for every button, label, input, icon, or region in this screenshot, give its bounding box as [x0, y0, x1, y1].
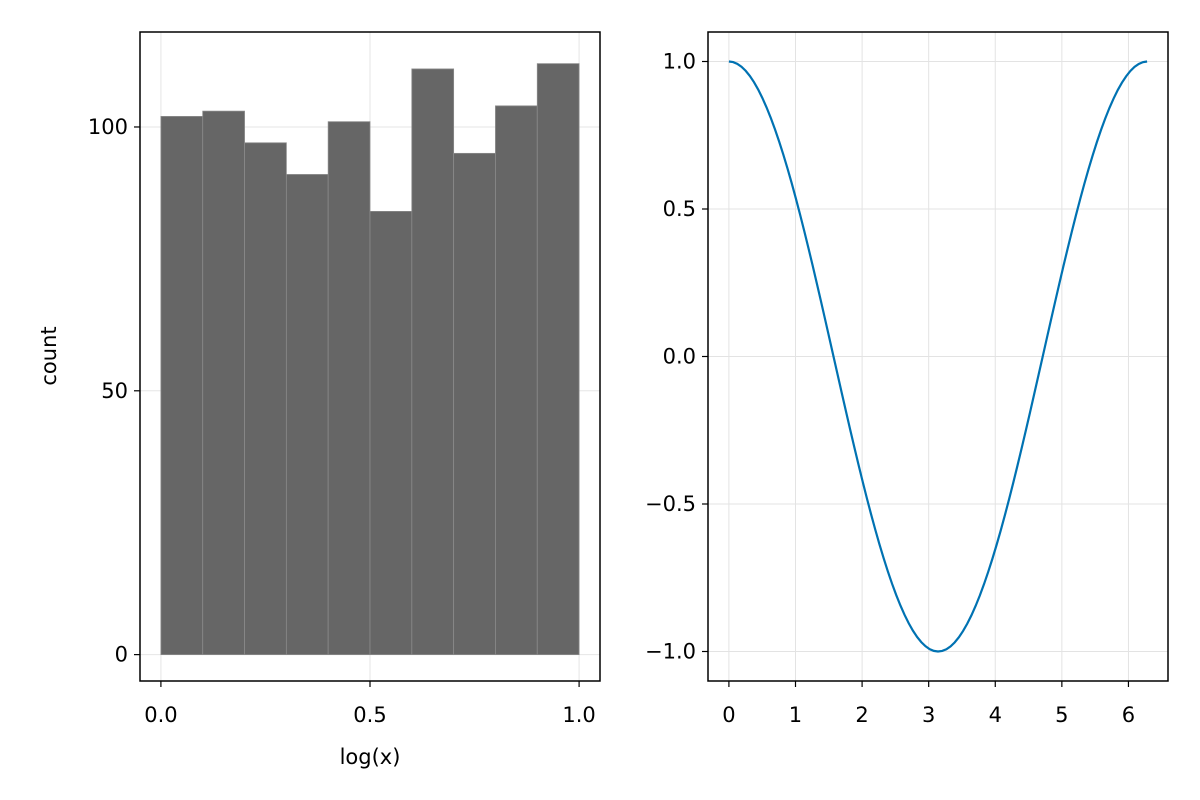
histogram-bar: [369, 210, 413, 656]
histogram-y-ticks: 0 50 100: [88, 115, 140, 667]
line-panel: 0 1 2 3 4 5 6 −1.0 −0.5 0.0 0.5 1.0: [645, 31, 1169, 727]
histogram-bar: [495, 105, 538, 656]
histogram-bar: [285, 174, 329, 656]
histogram-y-tick-label: 0: [115, 643, 128, 667]
line-x-tick-label: 2: [855, 703, 868, 727]
line-x-tick-label: 5: [1055, 703, 1068, 727]
histogram-bar: [244, 142, 287, 656]
line-x-ticks: 0 1 2 3 4 5 6: [722, 681, 1135, 727]
line-y-ticks: −1.0 −0.5 0.0 0.5 1.0: [645, 50, 708, 664]
histogram-x-axis-label: log(x): [340, 745, 401, 769]
line-x-tick-label: 6: [1122, 703, 1135, 727]
histogram-bar: [536, 63, 580, 656]
histogram-panel: 0.0 0.5 1.0 0 50 100 log(x) count: [37, 31, 601, 769]
histogram-x-ticks: 0.0 0.5 1.0: [144, 681, 596, 727]
histogram-y-axis-label: count: [37, 326, 61, 385]
line-y-tick-label: 1.0: [663, 50, 696, 74]
histogram-bar: [453, 152, 496, 656]
histogram-x-tick-label: 0.0: [144, 703, 177, 727]
line-y-tick-label: 0.5: [663, 197, 696, 221]
cosine-line: [728, 60, 1148, 653]
histogram-bar: [327, 121, 371, 656]
line-y-tick-label: 0.0: [663, 345, 696, 369]
histogram-y-tick-label: 100: [88, 115, 128, 139]
histogram-bar: [202, 110, 245, 656]
line-y-tick-label: −1.0: [645, 640, 696, 664]
line-x-tick-label: 4: [989, 703, 1002, 727]
line-x-tick-label: 1: [789, 703, 802, 727]
histogram-bars: [160, 63, 580, 656]
line-grid: [708, 32, 1168, 681]
histogram-x-tick-label: 1.0: [562, 703, 595, 727]
histogram-bar: [411, 68, 455, 656]
histogram-x-tick-label: 0.5: [353, 703, 386, 727]
line-x-tick-label: 0: [722, 703, 735, 727]
line-y-tick-label: −0.5: [645, 492, 696, 516]
histogram-bar: [160, 116, 204, 656]
line-x-tick-label: 3: [922, 703, 935, 727]
histogram-y-tick-label: 50: [101, 379, 128, 403]
